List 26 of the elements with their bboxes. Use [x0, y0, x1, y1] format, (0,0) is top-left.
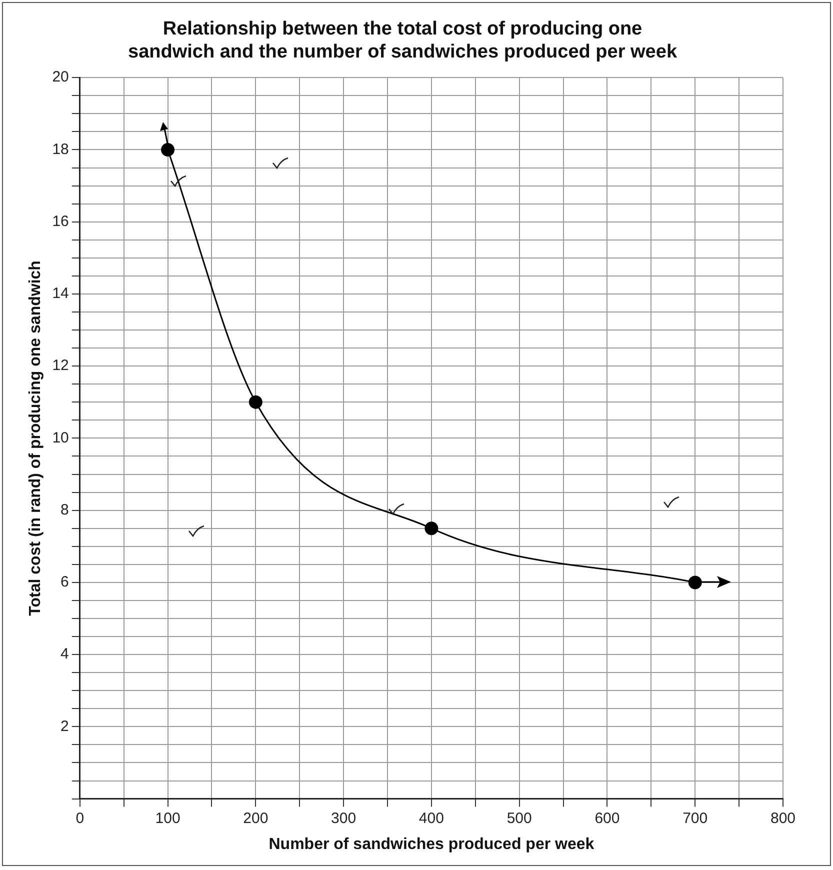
chart-title: Relationship between the total cost of producing one sandwich and the number of sandwiches produced per week: [128, 18, 678, 62]
y-tick-label: 8: [60, 501, 69, 518]
x-tick-label: 500: [506, 810, 532, 827]
x-tick-label: 0: [76, 810, 84, 827]
y-tick-label: 18: [52, 140, 69, 158]
x-tick-label: 100: [155, 810, 180, 827]
point: [161, 142, 175, 156]
x-axis-title: Number of sandwiches produced per week: [268, 836, 594, 853]
y-tick-label: 16: [52, 212, 69, 230]
y-axis-title: Total cost (in rand) of producing one sandwich: [27, 260, 44, 616]
y-tick-label: 4: [60, 646, 69, 663]
y-tick-label: 14: [52, 285, 69, 302]
point: [424, 522, 438, 536]
y-tick-label: 6: [60, 574, 69, 591]
y-tick-label: 2: [60, 718, 69, 735]
x-tick-label: 600: [594, 810, 620, 827]
y-tick-label: 10: [52, 429, 69, 446]
y-tick-label: 12: [52, 357, 69, 374]
point: [688, 576, 702, 590]
x-tick-label: 300: [331, 810, 356, 827]
x-tick-label: 400: [418, 810, 444, 827]
x-tick-label: 200: [243, 810, 268, 827]
y-tick-label: 20: [52, 68, 69, 86]
x-tick-label: 700: [682, 810, 708, 827]
point: [248, 395, 262, 409]
x-tick-label: 800: [770, 810, 796, 827]
